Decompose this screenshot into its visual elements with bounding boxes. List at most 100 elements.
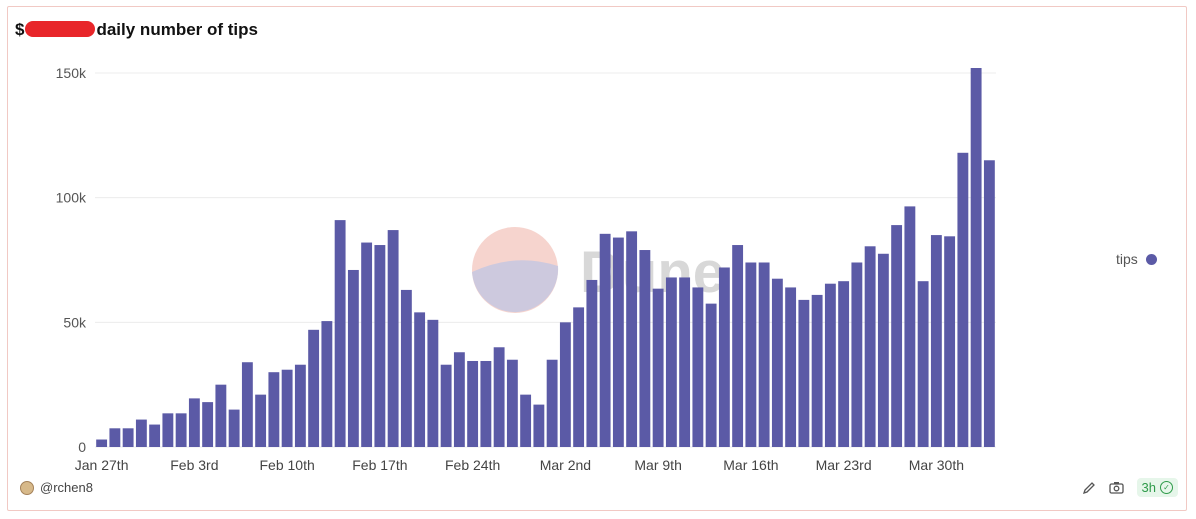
bar[interactable] bbox=[241, 362, 253, 447]
bar[interactable] bbox=[785, 287, 797, 447]
bar[interactable] bbox=[771, 278, 783, 447]
bar[interactable] bbox=[745, 262, 757, 447]
x-tick-label: Feb 3rd bbox=[170, 457, 218, 473]
author-handle: @rchen8 bbox=[40, 480, 93, 495]
bar[interactable] bbox=[467, 360, 479, 447]
bar[interactable] bbox=[308, 329, 320, 447]
check-icon: ✓ bbox=[1160, 481, 1173, 494]
refresh-status-badge[interactable]: 3h ✓ bbox=[1136, 478, 1178, 497]
bar[interactable] bbox=[970, 68, 982, 447]
author-credit[interactable]: @rchen8 bbox=[20, 480, 93, 495]
bar[interactable] bbox=[732, 245, 744, 447]
bar[interactable] bbox=[626, 231, 638, 447]
bar[interactable] bbox=[175, 413, 187, 447]
bar[interactable] bbox=[387, 230, 399, 447]
legend[interactable]: tips bbox=[1116, 251, 1157, 267]
bar[interactable] bbox=[944, 236, 956, 447]
redacted-token-name bbox=[25, 21, 96, 37]
x-tick-label: Feb 24th bbox=[445, 457, 500, 473]
bar[interactable] bbox=[440, 364, 452, 447]
bar[interactable] bbox=[546, 359, 558, 447]
bar[interactable] bbox=[374, 245, 386, 447]
bar[interactable] bbox=[930, 235, 942, 447]
bar[interactable] bbox=[864, 246, 876, 447]
bar[interactable] bbox=[427, 319, 439, 447]
bar[interactable] bbox=[838, 281, 850, 447]
bar[interactable] bbox=[983, 160, 995, 447]
bar[interactable] bbox=[917, 281, 929, 447]
bar[interactable] bbox=[96, 439, 108, 447]
bar[interactable] bbox=[294, 364, 306, 447]
bar[interactable] bbox=[281, 369, 293, 447]
avatar bbox=[20, 480, 34, 495]
x-tick-label: Mar 23rd bbox=[816, 457, 872, 473]
bar[interactable] bbox=[334, 220, 346, 447]
bar[interactable] bbox=[877, 253, 889, 447]
bar[interactable] bbox=[957, 152, 969, 448]
bar[interactable] bbox=[493, 347, 505, 447]
bar[interactable] bbox=[361, 242, 373, 447]
x-tick-label: Mar 16th bbox=[723, 457, 778, 473]
bar[interactable] bbox=[400, 289, 412, 447]
camera-icon[interactable] bbox=[1109, 480, 1125, 496]
bar[interactable] bbox=[480, 360, 492, 447]
bar[interactable] bbox=[652, 288, 664, 447]
bar[interactable] bbox=[904, 206, 916, 447]
y-tick-label: 50k bbox=[63, 314, 87, 330]
bar[interactable] bbox=[453, 352, 465, 447]
bar[interactable] bbox=[705, 303, 717, 447]
bar[interactable] bbox=[506, 359, 518, 447]
bar[interactable] bbox=[559, 322, 571, 447]
bar[interactable] bbox=[202, 402, 214, 447]
bar[interactable] bbox=[612, 237, 624, 447]
title-prefix: $ bbox=[15, 20, 25, 39]
chart-toolbar: 3h ✓ bbox=[1081, 478, 1178, 497]
x-tick-label: Feb 10th bbox=[259, 457, 314, 473]
title-suffix: daily number of tips bbox=[96, 20, 258, 39]
x-tick-label: Jan 27th bbox=[75, 457, 129, 473]
bar[interactable] bbox=[851, 262, 863, 447]
legend-dot-icon bbox=[1145, 253, 1157, 265]
x-tick-label: Mar 2nd bbox=[540, 457, 591, 473]
bar[interactable] bbox=[255, 394, 267, 447]
chart-title: $ daily number of tips bbox=[15, 20, 258, 40]
bar[interactable] bbox=[414, 312, 426, 447]
y-tick-label: 0 bbox=[78, 439, 86, 455]
bar[interactable] bbox=[599, 233, 611, 447]
bar[interactable] bbox=[718, 267, 730, 447]
bar[interactable] bbox=[639, 250, 651, 447]
edit-icon[interactable] bbox=[1081, 480, 1097, 496]
bar[interactable] bbox=[135, 419, 147, 447]
bar[interactable] bbox=[109, 428, 121, 447]
bar[interactable] bbox=[824, 283, 836, 447]
x-tick-label: Mar 30th bbox=[909, 457, 964, 473]
bar[interactable] bbox=[692, 287, 704, 447]
bar[interactable] bbox=[665, 277, 677, 447]
bar[interactable] bbox=[122, 428, 134, 447]
bar[interactable] bbox=[149, 424, 161, 447]
bar[interactable] bbox=[347, 269, 359, 447]
chart-frame bbox=[7, 6, 1187, 511]
bar[interactable] bbox=[162, 413, 174, 447]
bar[interactable] bbox=[679, 277, 691, 447]
x-tick-label: Feb 17th bbox=[352, 457, 407, 473]
bar[interactable] bbox=[811, 294, 823, 447]
bar[interactable] bbox=[798, 299, 810, 447]
bar[interactable] bbox=[891, 225, 903, 447]
bar[interactable] bbox=[533, 404, 545, 447]
bar[interactable] bbox=[188, 398, 200, 447]
y-tick-label: 100k bbox=[56, 190, 87, 206]
bar[interactable] bbox=[268, 372, 280, 447]
bar[interactable] bbox=[586, 279, 598, 447]
bar[interactable] bbox=[321, 321, 333, 447]
bar[interactable] bbox=[758, 262, 770, 447]
bar[interactable] bbox=[520, 394, 532, 447]
bar[interactable] bbox=[228, 409, 240, 447]
refresh-age: 3h bbox=[1141, 480, 1156, 495]
y-tick-label: 150k bbox=[56, 65, 87, 81]
bar[interactable] bbox=[215, 384, 227, 447]
legend-label: tips bbox=[1116, 251, 1138, 267]
bar[interactable] bbox=[573, 307, 585, 447]
x-tick-label: Mar 9th bbox=[634, 457, 681, 473]
